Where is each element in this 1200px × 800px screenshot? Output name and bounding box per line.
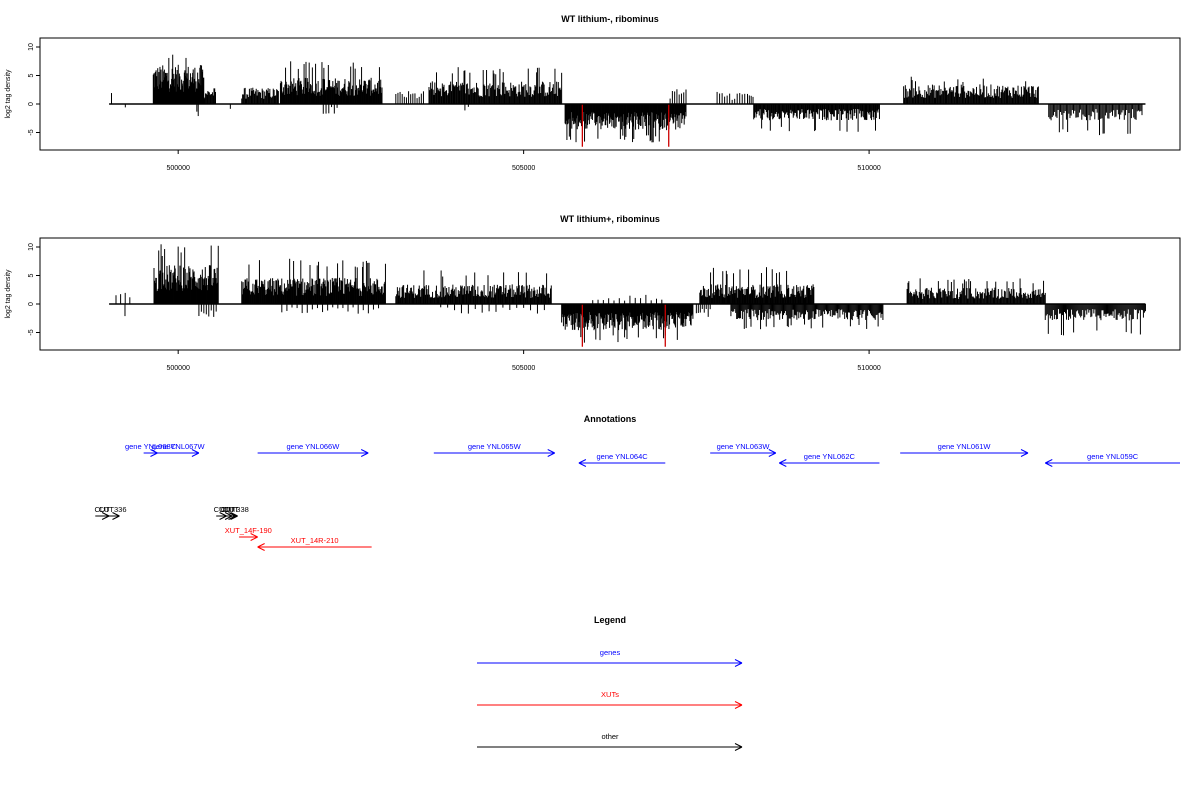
legend-label: other [601, 732, 619, 741]
feature-arrow [157, 449, 200, 457]
feature-label: gene YNL059C [1087, 452, 1139, 461]
plot-frame [39, 237, 1181, 351]
legend-arrow [477, 743, 743, 751]
feature-arrow [230, 512, 238, 520]
feature-arrow [238, 533, 258, 541]
feature-label: gene YNL061W [938, 442, 992, 451]
feature-arrow [1045, 459, 1180, 467]
legend-title: Legend [594, 615, 626, 625]
signal-bars [115, 244, 1146, 347]
x-tick-label: 510000 [857, 365, 880, 372]
x-tick-label: 500000 [167, 365, 190, 372]
feature-label: CUT [214, 505, 230, 514]
feature-label: CUT [223, 505, 239, 514]
y-axis-label: log2 tag density [5, 269, 12, 319]
feature-arrow [257, 449, 369, 457]
feature-label: gene YNL064C [597, 452, 649, 461]
feature-label: gene YNL066W [286, 442, 340, 451]
feature-arrow [433, 449, 555, 457]
feature-arrow [105, 512, 120, 520]
feature-label: CUT [94, 505, 110, 514]
y-tick-label: 10 [28, 243, 35, 251]
x-tick-label: 505000 [512, 165, 535, 172]
y-tick-label: 5 [28, 273, 35, 277]
feature-arrow [779, 459, 880, 467]
x-tick-label: 505000 [512, 365, 535, 372]
y-tick-label: -5 [28, 329, 35, 335]
y-tick-label: -5 [28, 129, 35, 135]
feature-label: CUT [219, 505, 235, 514]
feature-label: XUT_14R-210 [291, 536, 339, 545]
annotations-title: Annotations [584, 414, 637, 424]
feature-label: CUT336 [99, 505, 127, 514]
feature-arrow [257, 543, 372, 551]
legend-arrow [477, 659, 743, 667]
y-tick-label: 10 [28, 43, 35, 51]
y-tick-label: 5 [28, 73, 35, 77]
feature-label: gene YNL068C [125, 442, 177, 451]
feature-arrow [578, 459, 666, 467]
feature-label: gene YNL063W [717, 442, 771, 451]
feature-arrow [710, 449, 777, 457]
y-tick-label: 0 [28, 302, 35, 306]
legend-label: XUTs [601, 690, 619, 699]
signal-bars [111, 54, 1143, 147]
legend-panel: Legend genes XUTs other [477, 615, 743, 751]
feature-label: gene YNL065W [468, 442, 522, 451]
track-panel-lithium-plus: WT lithium+, ribominus log2 tag density -5… [5, 214, 1181, 372]
plot-frame [39, 37, 1181, 151]
x-tick-label: 500000 [167, 165, 190, 172]
feature-label: XUT_14F-190 [225, 526, 272, 535]
panel-title: WT lithium-, ribominus [561, 14, 659, 24]
feature-arrow [143, 449, 158, 457]
y-axis-label: log2 tag density [5, 69, 12, 119]
track-panel-lithium-minus: WT lithium-, ribominus log2 tag density -5… [5, 14, 1181, 172]
feature-label: gene YNL067W [152, 442, 206, 451]
feature-label: gene YNL062C [804, 452, 856, 461]
feature-label: CUT338 [221, 505, 249, 514]
y-tick-label: 0 [28, 102, 35, 106]
x-tick-label: 510000 [857, 165, 880, 172]
panel-title: WT lithium+, ribominus [560, 214, 660, 224]
legend-arrow [477, 701, 743, 709]
feature-arrow [900, 449, 1029, 457]
legend-label: genes [600, 648, 621, 657]
